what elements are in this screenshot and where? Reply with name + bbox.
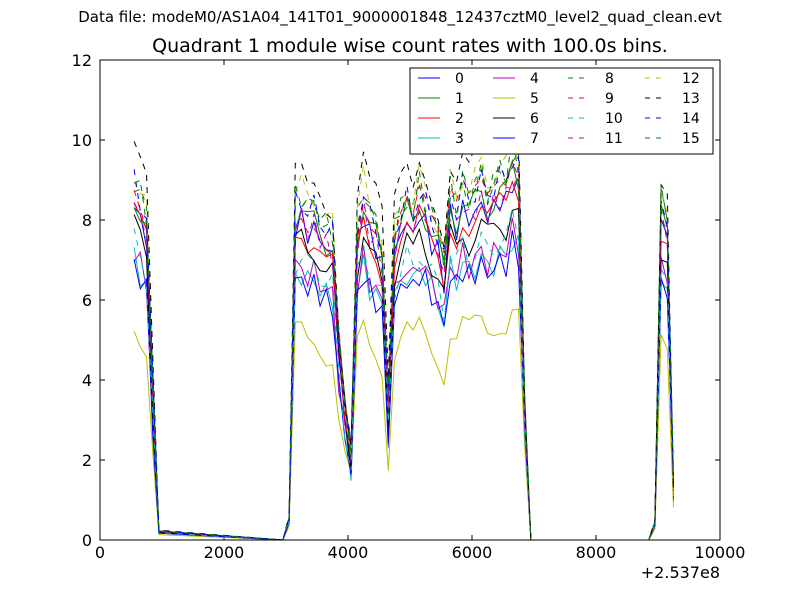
- series-layer: [133, 111, 674, 541]
- x-tick-label: 2000: [204, 543, 245, 562]
- y-tick-label: 2: [82, 451, 92, 470]
- series-line-3: [133, 235, 674, 541]
- series-line-7: [133, 230, 674, 541]
- legend-label-9: 9: [605, 91, 614, 107]
- legend-label-0: 0: [455, 71, 464, 87]
- y-tick-label: 6: [82, 291, 92, 310]
- x-tick-label: 6000: [452, 543, 493, 562]
- legend-label-11: 11: [605, 131, 623, 147]
- series-line-15: [133, 135, 674, 541]
- series-line-8: [133, 151, 674, 541]
- legend-label-5: 5: [530, 91, 539, 107]
- legend-label-2: 2: [455, 111, 464, 127]
- legend-label-6: 6: [530, 111, 539, 127]
- figure-suptitle: Data file: modeM0/AS1A04_141T01_90000018…: [78, 8, 722, 26]
- legend-label-12: 12: [682, 71, 700, 87]
- series-line-14: [133, 155, 674, 541]
- x-tick-label: 8000: [576, 543, 617, 562]
- series-line-2: [133, 180, 674, 541]
- series-line-13: [133, 111, 674, 541]
- legend-label-8: 8: [605, 71, 614, 87]
- plot-frame: [99, 59, 721, 541]
- y-tick-label: 4: [82, 371, 92, 390]
- series-line-9: [133, 160, 674, 541]
- legend-label-3: 3: [455, 131, 464, 147]
- legend-label-10: 10: [605, 111, 623, 127]
- x-tick-label: 0: [95, 543, 105, 562]
- series-line-5: [133, 308, 674, 541]
- legend-label-7: 7: [530, 131, 539, 147]
- legend-label-1: 1: [455, 91, 464, 107]
- legend-label-4: 4: [530, 71, 539, 87]
- x-offset-label: +2.537e8: [641, 563, 720, 582]
- y-tick-label: 10: [72, 131, 92, 150]
- legend-label-14: 14: [682, 111, 700, 127]
- x-tick-label: 10000: [695, 543, 746, 562]
- y-tick-label: 12: [72, 51, 92, 70]
- series-line-4: [133, 217, 674, 541]
- x-axis: 0 2000 4000 6000 8000 10000: [95, 60, 746, 562]
- chart-title: Quadrant 1 module wise count rates with …: [152, 35, 668, 57]
- legend-label-15: 15: [682, 131, 700, 147]
- series-line-6: [133, 207, 674, 541]
- legend-label-13: 13: [682, 91, 700, 107]
- legend-frame: [409, 67, 714, 155]
- x-tick-label: 4000: [328, 543, 369, 562]
- series-line-10: [133, 209, 674, 541]
- series-line-12: [133, 133, 674, 541]
- series-line-1: [133, 158, 674, 541]
- y-tick-label: 8: [82, 211, 92, 230]
- y-tick-label: 0: [82, 531, 92, 550]
